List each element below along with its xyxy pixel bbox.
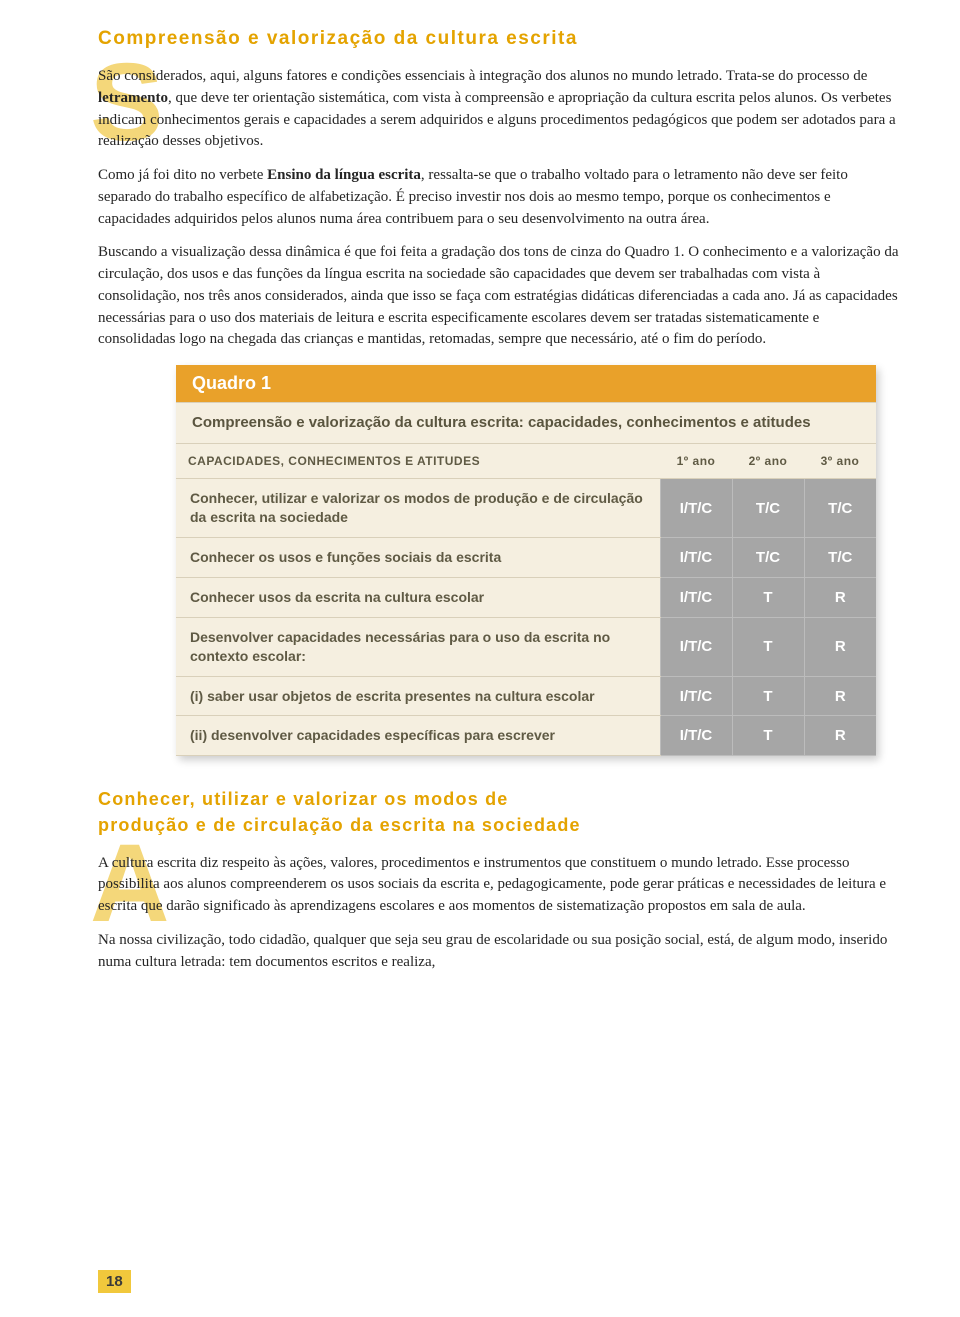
row-value: I/T/C <box>660 716 732 756</box>
row-value: R <box>804 716 876 756</box>
row-desc: Conhecer os usos e funções sociais da es… <box>176 538 660 578</box>
row-value: I/T/C <box>660 538 732 578</box>
col-head-year-2: 2º ano <box>732 444 804 479</box>
row-value: R <box>804 617 876 676</box>
col-head-year-1: 1º ano <box>660 444 732 479</box>
row-value: T <box>732 716 804 756</box>
table-title: Quadro 1 <box>192 373 271 393</box>
row-value: I/T/C <box>660 617 732 676</box>
row-value: T/C <box>732 479 804 538</box>
table-header-bar: Quadro 1 <box>176 365 876 402</box>
row-desc: Conhecer, utilizar e valorizar os modos … <box>176 479 660 538</box>
row-desc: Desenvolver capacidades necessárias para… <box>176 617 660 676</box>
paragraph-3: Buscando a visualização dessa dinâmica é… <box>98 242 900 351</box>
paragraph-4: A cultura escrita diz respeito às ações,… <box>98 853 900 918</box>
intro-block: S São considerados, aqui, alguns fatores… <box>98 66 900 351</box>
table-row: (ii) desenvolver capacidades específicas… <box>176 716 876 756</box>
col-head-year-3: 3º ano <box>804 444 876 479</box>
row-value: T/C <box>732 538 804 578</box>
row-value: I/T/C <box>660 577 732 617</box>
row-value: I/T/C <box>660 479 732 538</box>
table-row: Desenvolver capacidades necessárias para… <box>176 617 876 676</box>
quadro-1-table: Quadro 1 Compreensão e valorização da cu… <box>176 365 876 756</box>
table-subtitle: Compreensão e valorização da cultura esc… <box>176 402 876 444</box>
paragraph-5: Na nossa civilização, todo cidadão, qual… <box>98 930 900 974</box>
section-2-block: A A cultura escrita diz respeito às açõe… <box>98 853 900 974</box>
row-desc: (i) saber usar objetos de escrita presen… <box>176 676 660 716</box>
row-value: T/C <box>804 538 876 578</box>
page-number: 18 <box>98 1270 131 1293</box>
row-value: R <box>804 577 876 617</box>
col-head-main: CAPACIDADES, CONHECIMENTOS E ATITUDES <box>176 444 660 479</box>
paragraph-2: Como já foi dito no verbete Ensino da lí… <box>98 165 900 230</box>
paragraph-1: São considerados, aqui, alguns fatores e… <box>98 66 900 153</box>
row-desc: Conhecer usos da escrita na cultura esco… <box>176 577 660 617</box>
section-subtitle: Conhecer, utilizar e valorizar os modos … <box>98 786 900 838</box>
table-row: Conhecer, utilizar e valorizar os modos … <box>176 479 876 538</box>
row-value: T/C <box>804 479 876 538</box>
row-value: R <box>804 676 876 716</box>
row-value: T <box>732 676 804 716</box>
row-value: T <box>732 617 804 676</box>
page-title: Compreensão e valorização da cultura esc… <box>98 28 900 50</box>
row-value: I/T/C <box>660 676 732 716</box>
row-value: T <box>732 577 804 617</box>
table-row: Conhecer os usos e funções sociais da es… <box>176 538 876 578</box>
table-row: (i) saber usar objetos de escrita presen… <box>176 676 876 716</box>
row-desc: (ii) desenvolver capacidades específicas… <box>176 716 660 756</box>
table-row: Conhecer usos da escrita na cultura esco… <box>176 577 876 617</box>
capacity-table: CAPACIDADES, CONHECIMENTOS E ATITUDES 1º… <box>176 444 876 756</box>
